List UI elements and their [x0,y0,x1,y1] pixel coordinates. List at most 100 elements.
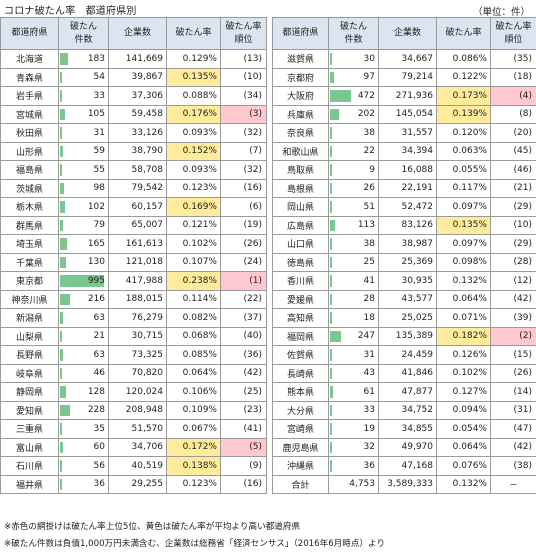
cell-companies: 52,472 [378,197,437,217]
cell-count-value: 32 [363,442,375,453]
cell-rate: 0.098% [436,252,491,272]
cell-rank: (28) [490,252,536,272]
cell-rank: (24) [220,252,267,272]
count-databar [60,108,65,120]
cell-rate: 0.176% [166,104,221,124]
cell-pref: 群馬県 [0,215,59,235]
cell-count: 38 [328,123,379,143]
cell-rank: (37) [220,308,267,328]
count-databar [60,312,63,324]
cell-companies: 34,752 [378,400,437,420]
count-databar [60,238,68,250]
count-databar [330,404,332,416]
cell-count: 183 [58,49,109,69]
cell-pref: 静岡県 [0,382,59,402]
cell-count: 41 [328,271,379,291]
cell-companies: 25,369 [378,252,437,272]
footnote-highlight: ※赤色の網掛けは破たん率上位5位、黄色は破たん率が平均より高い都道府県 [4,522,301,532]
cell-rate: 0.064% [166,363,221,383]
table-row: 山口県 38 38,987 0.097% (29) [272,234,536,254]
cell-pref: 栃木県 [0,197,59,217]
cell-companies: 37,306 [108,86,167,106]
cell-rate: 0.172% [166,437,221,457]
col-header-rank-line1: 破たん率 [495,21,532,32]
cell-rate: 0.129% [166,49,221,69]
cell-count-value: 46 [93,368,105,379]
cell-count-value: 22 [363,146,375,157]
cell-pref: 滋賀県 [272,49,329,69]
cell-count: 63 [58,308,109,328]
cell-rank: (22) [220,289,267,309]
cell-companies: 59,458 [108,104,167,124]
cell-count: 202 [328,104,379,124]
cell-rate: 0.086% [436,49,491,69]
cell-rank: (35) [490,49,536,69]
cell-companies: 145,054 [378,104,437,124]
cell-companies: 60,157 [108,197,167,217]
cell-rank: (5) [220,437,267,457]
table-row: 鳥取県 9 16,088 0.055% (46) [272,160,536,180]
cell-pref: 福井県 [0,474,59,494]
cell-rank: (32) [220,160,267,180]
cell-pref: 宮崎県 [272,419,329,439]
cell-rate: 0.123% [166,178,221,198]
cell-count: 79 [58,215,109,235]
cell-rate: 0.117% [436,178,491,198]
cell-count-value: 130 [87,257,105,268]
col-header-rank-line2: 順位 [504,34,523,45]
count-databar [330,367,332,379]
table-row: 神奈川県 216 188,015 0.114% (22) [0,289,267,309]
cell-pref: 熊本県 [272,382,329,402]
cell-pref: 高知県 [272,308,329,328]
cell-count: 32 [328,437,379,457]
cell-count-value: 21 [93,331,105,342]
cell-count: 31 [328,345,379,365]
cell-pref: 鹿児島県 [272,437,329,457]
cell-rate: 0.114% [166,289,221,309]
table-row: 滋賀県 30 34,667 0.086% (35) [272,49,536,69]
table-left: 都道府県 破たん 件数 企業数 破たん率 破たん率 順位 北海道 183 141,669… [0,17,267,494]
count-databar [60,256,66,268]
cell-rate: 0.126% [436,345,491,365]
count-databar [60,127,62,139]
col-header-rank: 破たん率 順位 [490,17,536,50]
cell-rank: (1) [220,271,267,291]
table-row: 鹿児島県 32 49,970 0.064% (42) [272,437,536,457]
cell-count-value: 18 [363,312,375,323]
cell-pref: 北海道 [0,49,59,69]
cell-count-value: 113 [357,220,375,231]
cell-companies: 70,820 [108,363,167,383]
cell-rank: (18) [490,67,536,87]
cell-count: 54 [58,67,109,87]
cell-rank: (42) [220,363,267,383]
unit-label: （単位：件） [472,7,530,18]
cell-rank: (47) [490,419,536,439]
cell-count: 31 [58,123,109,143]
cell-count-value: 28 [363,294,375,305]
cell-rate: 0.173% [436,86,491,106]
cell-rate: 0.132% [436,271,491,291]
col-header-count-line2: 件数 [74,34,93,45]
table-row: 長野県 63 73,325 0.085% (36) [0,345,267,365]
cell-rank: (9) [220,456,267,476]
cell-count-value: 36 [363,460,375,471]
cell-count-value: 41 [363,275,375,286]
footnote-source: ※破たん件数は負債1,000万円未満含む、企業数は総務省「経済センサス」（201… [4,539,386,549]
cell-count-value: 228 [87,405,105,416]
cell-rate: 0.152% [166,141,221,161]
cell-rate: 0.068% [166,326,221,346]
cell-pref: 大阪府 [272,86,329,106]
cell-pref: 沖縄県 [272,456,329,476]
table-row: 熊本県 61 47,877 0.127% (14) [272,382,536,402]
count-databar [330,441,332,453]
count-databar [330,349,332,361]
cell-companies: 120,024 [108,382,167,402]
cell-count-value: 202 [357,109,375,120]
cell-rank: (45) [490,141,536,161]
cell-rank: (39) [490,308,536,328]
cell-rank: (34) [220,86,267,106]
cell-count: 46 [58,363,109,383]
cell-count-value: 61 [363,386,375,397]
count-databar [60,349,63,361]
total-rate: 0.132% [436,474,491,494]
